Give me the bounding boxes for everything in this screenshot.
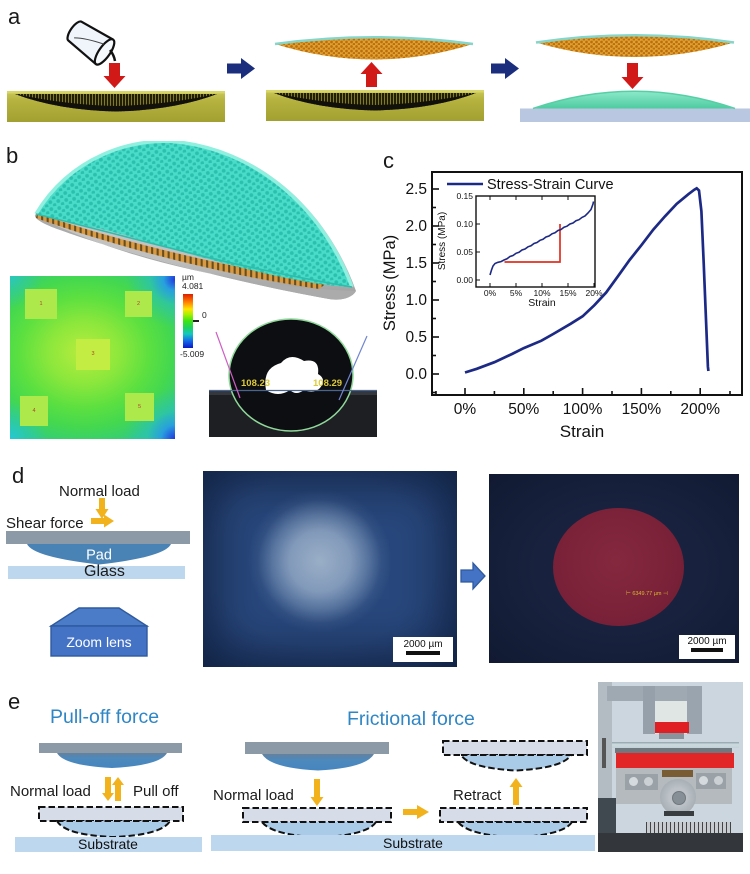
svg-text:0.10: 0.10 bbox=[456, 219, 473, 229]
svg-text:2.5: 2.5 bbox=[405, 181, 427, 198]
svg-text:Substrate: Substrate bbox=[78, 836, 138, 852]
svg-text:200%: 200% bbox=[680, 401, 720, 418]
svg-text:108.23: 108.23 bbox=[241, 378, 270, 389]
svg-text:0.5: 0.5 bbox=[405, 329, 427, 346]
svg-text:Pad: Pad bbox=[86, 548, 112, 564]
svg-text:Pull off: Pull off bbox=[133, 783, 179, 800]
svg-text:15%: 15% bbox=[559, 288, 576, 298]
svg-text:Stress-Strain Curve: Stress-Strain Curve bbox=[487, 177, 614, 193]
svg-text:20%: 20% bbox=[585, 288, 602, 298]
svg-text:Strain: Strain bbox=[528, 297, 556, 309]
svg-text:1.5: 1.5 bbox=[405, 255, 427, 272]
svg-text:a: a bbox=[8, 4, 21, 29]
svg-text:0.15: 0.15 bbox=[456, 191, 473, 201]
svg-text:c: c bbox=[383, 148, 394, 173]
svg-text:108.29: 108.29 bbox=[313, 378, 342, 389]
svg-text:Pull-off force: Pull-off force bbox=[50, 706, 159, 728]
svg-text:0.00: 0.00 bbox=[456, 275, 473, 285]
svg-text:5%: 5% bbox=[510, 288, 523, 298]
svg-text:Zoom lens: Zoom lens bbox=[66, 634, 131, 650]
svg-text:Normal load: Normal load bbox=[213, 787, 294, 804]
svg-text:150%: 150% bbox=[622, 401, 662, 418]
svg-text:1.0: 1.0 bbox=[405, 292, 427, 309]
svg-text:Substrate: Substrate bbox=[383, 835, 443, 851]
svg-text:Retract: Retract bbox=[453, 787, 502, 804]
svg-text:2.0: 2.0 bbox=[405, 218, 427, 235]
svg-text:Frictional force: Frictional force bbox=[347, 708, 475, 730]
svg-text:50%: 50% bbox=[508, 401, 539, 418]
svg-text:0.0: 0.0 bbox=[405, 366, 427, 383]
svg-text:100%: 100% bbox=[563, 401, 603, 418]
svg-text:10%: 10% bbox=[533, 288, 550, 298]
svg-text:0%: 0% bbox=[484, 288, 497, 298]
svg-text:e: e bbox=[8, 689, 20, 714]
svg-text:Strain: Strain bbox=[560, 422, 604, 441]
svg-text:Normal load: Normal load bbox=[10, 783, 91, 800]
svg-text:0.05: 0.05 bbox=[456, 247, 473, 257]
svg-text:0%: 0% bbox=[454, 401, 477, 418]
svg-text:Stress (MPa): Stress (MPa) bbox=[381, 235, 399, 331]
svg-text:Stress (MPa): Stress (MPa) bbox=[437, 212, 448, 270]
